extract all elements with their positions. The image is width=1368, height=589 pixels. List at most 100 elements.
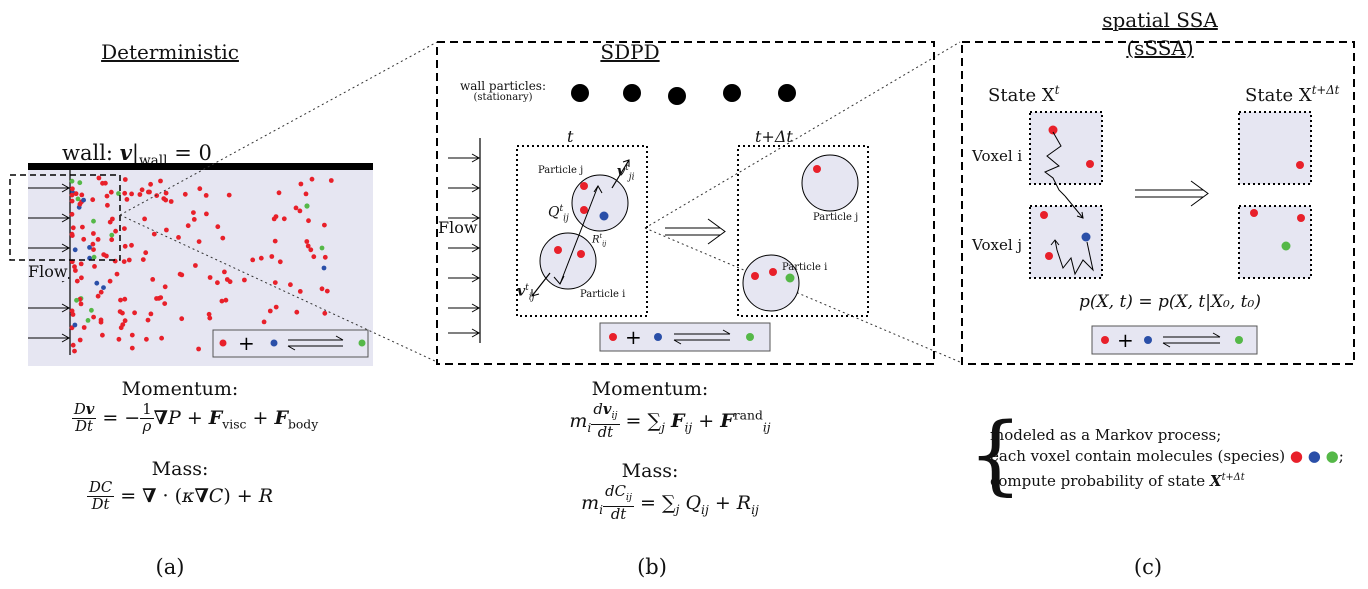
particle-dot	[120, 322, 126, 327]
particle-dot	[158, 178, 163, 184]
particle-dot	[95, 293, 101, 299]
note-line-1: modeled as a Markov process;	[990, 426, 1222, 444]
particle-j-circle	[571, 174, 629, 232]
particle-dot	[267, 308, 273, 314]
particle-dot	[122, 296, 128, 302]
particle-dot	[122, 243, 128, 249]
voxel-j-label: Voxel j	[972, 236, 1023, 254]
panel-b-caption: (b)	[637, 555, 667, 579]
note-line-3: compute probability of state Xt+Δt	[990, 472, 1245, 490]
particle-dot	[113, 228, 118, 234]
particle-dot	[196, 346, 202, 352]
voxel-i-tdt	[1238, 111, 1312, 185]
particle-dot	[304, 239, 310, 244]
particle-dot	[122, 226, 127, 231]
particle-dot	[298, 181, 304, 187]
particle-dot	[272, 280, 278, 285]
particle-dot	[322, 254, 328, 260]
particle-dot	[273, 214, 279, 219]
particle-dot	[137, 192, 143, 197]
brace: {	[968, 405, 1023, 505]
particle-dot	[272, 238, 278, 244]
particle-dot	[116, 191, 121, 196]
note-line-2-text: each voxel contain molecules (species)	[990, 447, 1286, 465]
particle-dot	[140, 257, 146, 262]
particle-dot	[69, 178, 75, 184]
state-tdt-text: State X	[1245, 85, 1312, 106]
particle-dot	[207, 275, 213, 280]
particle-dot	[104, 193, 110, 199]
particle-dot	[89, 307, 94, 313]
particle-dot	[297, 289, 303, 294]
particle-dot	[74, 278, 80, 284]
sdpd-frame	[436, 41, 935, 365]
particle-dot	[95, 237, 101, 242]
particle-dot	[77, 180, 83, 186]
svg-text:+: +	[238, 331, 255, 355]
particle-dot	[109, 232, 115, 238]
flow-arrows-b	[448, 153, 481, 338]
particle-dot	[80, 224, 85, 230]
particle-dot	[73, 268, 78, 273]
particle-dot	[220, 235, 226, 241]
voxel-i-t	[1029, 111, 1103, 185]
time-t-box	[516, 145, 648, 317]
particle-dot	[162, 301, 168, 306]
particle-dot	[222, 269, 227, 275]
particle-dot	[179, 272, 185, 278]
particle-dot	[197, 186, 203, 192]
particle-dot	[92, 264, 97, 269]
particle-dot	[226, 192, 232, 198]
particle-dot	[304, 203, 310, 209]
particle-dot	[309, 176, 315, 182]
particle-dot	[273, 304, 279, 310]
svg-text:+: +	[1117, 328, 1134, 352]
particle-dot	[328, 178, 334, 183]
particle-dot	[306, 218, 311, 224]
particle-dot	[179, 316, 185, 322]
note-line-2: each voxel contain molecules (species) ●…	[990, 447, 1344, 465]
particle-dot	[324, 288, 330, 294]
particle-dot	[288, 282, 293, 288]
particle-dot	[305, 243, 311, 249]
panel-c-title-line1: spatial SSA	[1102, 8, 1218, 32]
particle-dot	[69, 211, 75, 217]
particle-dot	[308, 247, 314, 253]
particle-dot	[129, 242, 134, 248]
particle-dot	[70, 225, 76, 231]
particle-dot	[90, 241, 96, 247]
particle-dot	[79, 275, 84, 281]
particle-dot	[122, 190, 128, 196]
particle-dot	[107, 278, 113, 284]
particle-dot	[303, 191, 309, 197]
wall-particle	[668, 87, 686, 105]
panel-a-title: Deterministic	[101, 40, 239, 64]
sdpd-diagram: +	[436, 41, 935, 365]
particle-dot	[162, 284, 168, 290]
q-ij-label: Qtij	[548, 204, 569, 224]
particle-j-label: Particle j	[538, 165, 584, 176]
particle-dot	[297, 208, 303, 214]
particle-dot	[116, 336, 122, 342]
particle-dot	[163, 190, 169, 196]
particle-dot	[72, 348, 77, 354]
particle-dot	[100, 332, 105, 338]
particle-dot	[148, 181, 154, 187]
particle-dot	[90, 197, 96, 203]
r-ij-label: Rtij	[592, 232, 607, 248]
particle-dot	[70, 312, 76, 317]
particle-dot	[145, 317, 151, 323]
panel-b-momentum-eq: mi dvij dt = ∑j Fij + Frandij	[569, 401, 771, 442]
svg-text:+: +	[625, 325, 642, 349]
particle-dot	[69, 198, 75, 204]
particle-dot	[164, 227, 169, 233]
particle-dot	[185, 223, 191, 229]
particle-dot	[126, 257, 132, 263]
panel-a-mass-eq: DC Dt = ∇ · (κ∇C) + R	[86, 479, 274, 514]
particle-dot	[204, 211, 209, 217]
particle-dot	[129, 345, 135, 351]
particle-dot	[108, 189, 114, 195]
particle-dot	[151, 231, 157, 237]
particle-dot	[69, 231, 75, 237]
